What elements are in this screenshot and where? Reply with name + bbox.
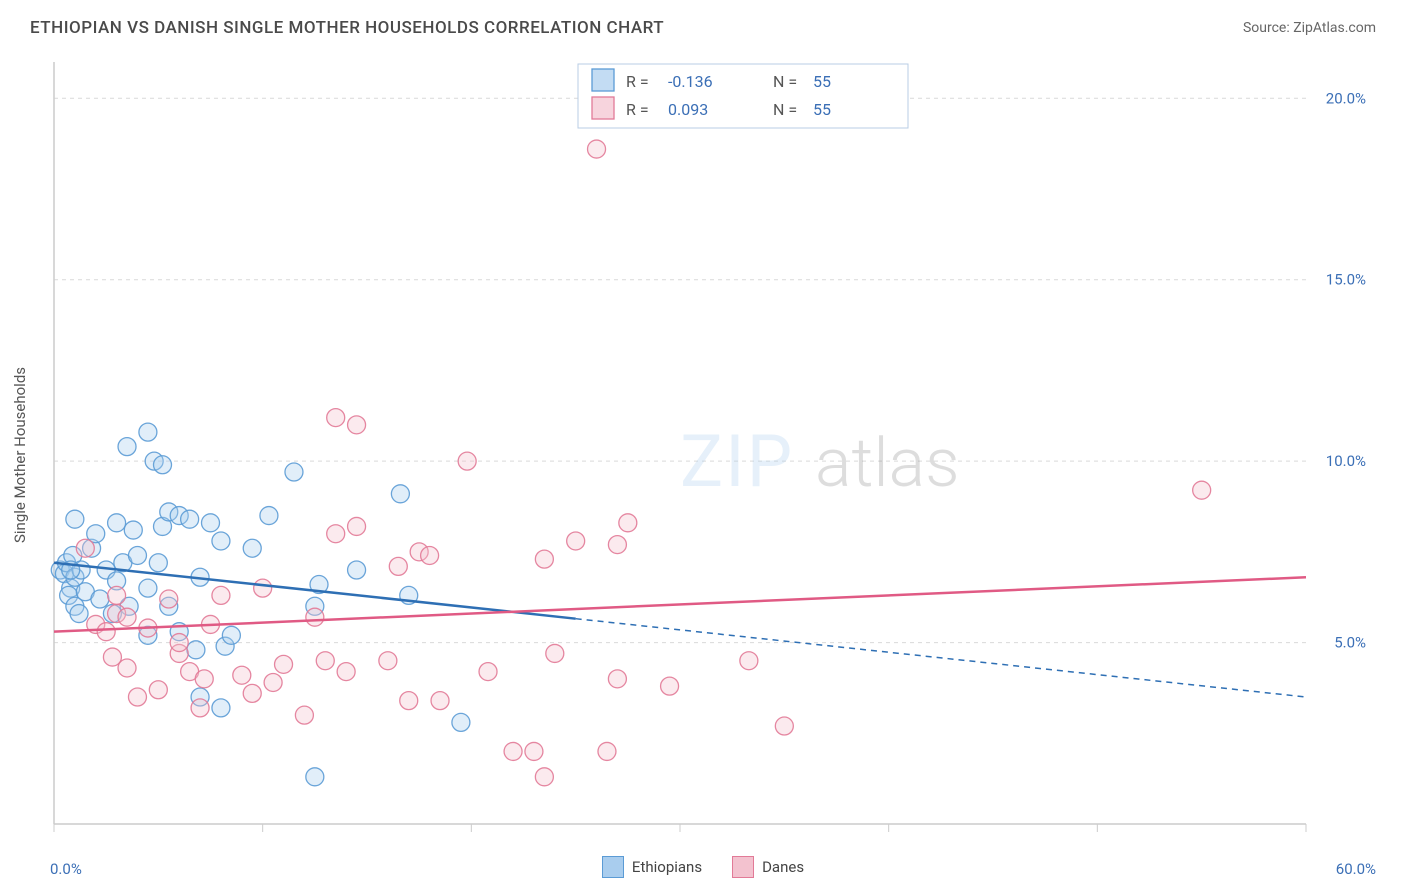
svg-text:5.0%: 5.0% [1334,634,1366,652]
svg-text:-0.136: -0.136 [668,72,713,91]
source-attribution: Source: ZipAtlas.com [1243,20,1376,36]
svg-text:20.0%: 20.0% [1326,89,1366,107]
svg-text:0.093: 0.093 [668,100,708,119]
svg-text:N =: N = [773,72,797,91]
legend-label-ethiopians: Ethiopians [632,858,702,876]
legend-label-danes: Danes [762,858,804,876]
svg-text:atlas: atlas [815,423,960,503]
svg-text:10.0%: 10.0% [1326,452,1366,470]
svg-text:55: 55 [813,72,831,91]
chart-title: ETHIOPIAN VS DANISH SINGLE MOTHER HOUSEH… [30,18,664,38]
chart-plot-area: 5.0% 10.0% 15.0% 20.0% ZIP atlas R = -0.136 N = 5… [50,58,1376,844]
legend-item-danes: Danes [732,856,804,878]
scatter-svg: 5.0% 10.0% 15.0% 20.0% ZIP atlas R = -0.136 N = 5… [50,58,1376,844]
chart-header: ETHIOPIAN VS DANISH SINGLE MOTHER HOUSEH… [0,0,1406,48]
legend-swatch-ethiopians [602,856,624,878]
svg-text:ZIP: ZIP [680,419,794,504]
svg-text:R =: R = [626,100,649,119]
svg-text:N =: N = [773,100,797,119]
legend-item-ethiopians: Ethiopians [602,856,702,878]
svg-text:55: 55 [813,100,831,119]
footer-legend: Ethiopians Danes [0,856,1406,878]
y-axis-label: Single Mother Households [11,367,29,543]
svg-text:15.0%: 15.0% [1326,271,1366,289]
legend-swatch-danes [732,856,754,878]
svg-text:R =: R = [626,72,649,91]
